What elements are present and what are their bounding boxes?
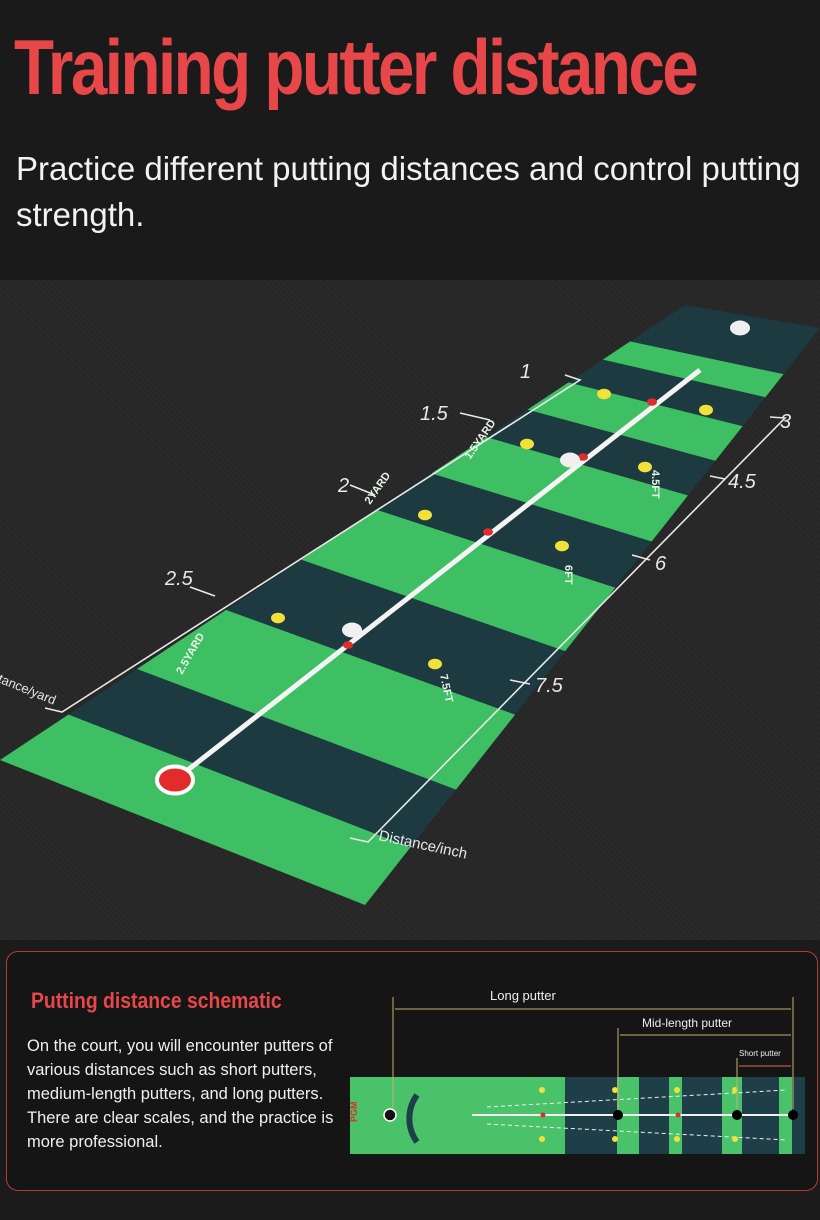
putting-mat [0,305,820,905]
red-marker [483,528,493,536]
aim-line [173,368,702,782]
yellow-marker [638,461,652,473]
golf-ball [342,622,362,638]
mid-putter-label: Mid-length putter [642,1016,732,1030]
start-target-dot [155,764,195,796]
mat-band [301,509,616,652]
golf-ball [560,452,580,468]
mat-band [602,341,784,398]
yellow-marker [597,388,611,400]
inch-tick-7-5: 7.5 [535,675,564,697]
mat-band [0,714,411,905]
putting-mat-scene: 1 1.5 2 2.5 3 4.5 6 7.5 Distance/yard Di… [0,280,820,940]
yellow-marker [520,438,534,450]
inch-tick-3: 3 [780,411,791,433]
inch-tick-6: 6 [655,553,667,575]
distance-schematic: PGM Long putter Mid-length putter Short … [349,988,805,1154]
mat-band [68,669,456,848]
scale-lines [44,374,787,843]
yellow-marker [428,658,442,670]
putting-mat-illustration: 1 1.5 2 2.5 3 4.5 6 7.5 Distance/yard Di… [0,305,820,905]
header: Training putter distance Practice differ… [0,0,820,280]
mat-label-7-5ft: 7.5FT [437,673,455,704]
inch-tick-4-5: 4.5 [728,471,757,493]
distance-brackets [392,997,794,1109]
yard-scale-label: Distance/yard [0,664,58,708]
mat-band [137,609,516,790]
yellow-marker [699,404,713,416]
brand-logo: PGM [349,1101,359,1122]
yard-tick-2-5: 2.5 [164,568,194,590]
panel-description: On the court, you will encounter putters… [27,1037,334,1151]
panel-title: Putting distance schematic [31,988,282,1013]
yard-tick-1-5: 1.5 [420,403,449,425]
page-title: Training putter distance [14,23,699,111]
mat-label-4-5ft: 4.5FT [649,470,661,499]
mat-band [226,559,566,715]
mat-band [431,436,689,542]
red-marker [343,641,353,649]
start-spot [383,1108,397,1122]
yellow-marker [555,540,569,552]
mat-label-6ft: 6FT [562,565,574,585]
golf-ball [730,320,750,336]
yellow-marker [271,612,285,624]
yard-tick-2: 2 [337,475,349,497]
schematic-mat: PGM [349,1077,805,1154]
red-marker [578,453,588,461]
mat-band [376,473,652,588]
short-putter-label: Short putter [739,1049,781,1058]
mat-label-2yard: 2YARD [363,470,394,507]
page-subtitle: Practice different putting distances and… [16,150,801,233]
long-putter-label: Long putter [490,988,556,1003]
yellow-marker [418,509,432,521]
mat-band [630,305,820,375]
schematic-panel: Putting distance schematic On the court,… [6,951,818,1191]
red-marker [647,398,657,406]
yard-tick-1: 1 [520,361,531,383]
mat-band [486,409,716,496]
